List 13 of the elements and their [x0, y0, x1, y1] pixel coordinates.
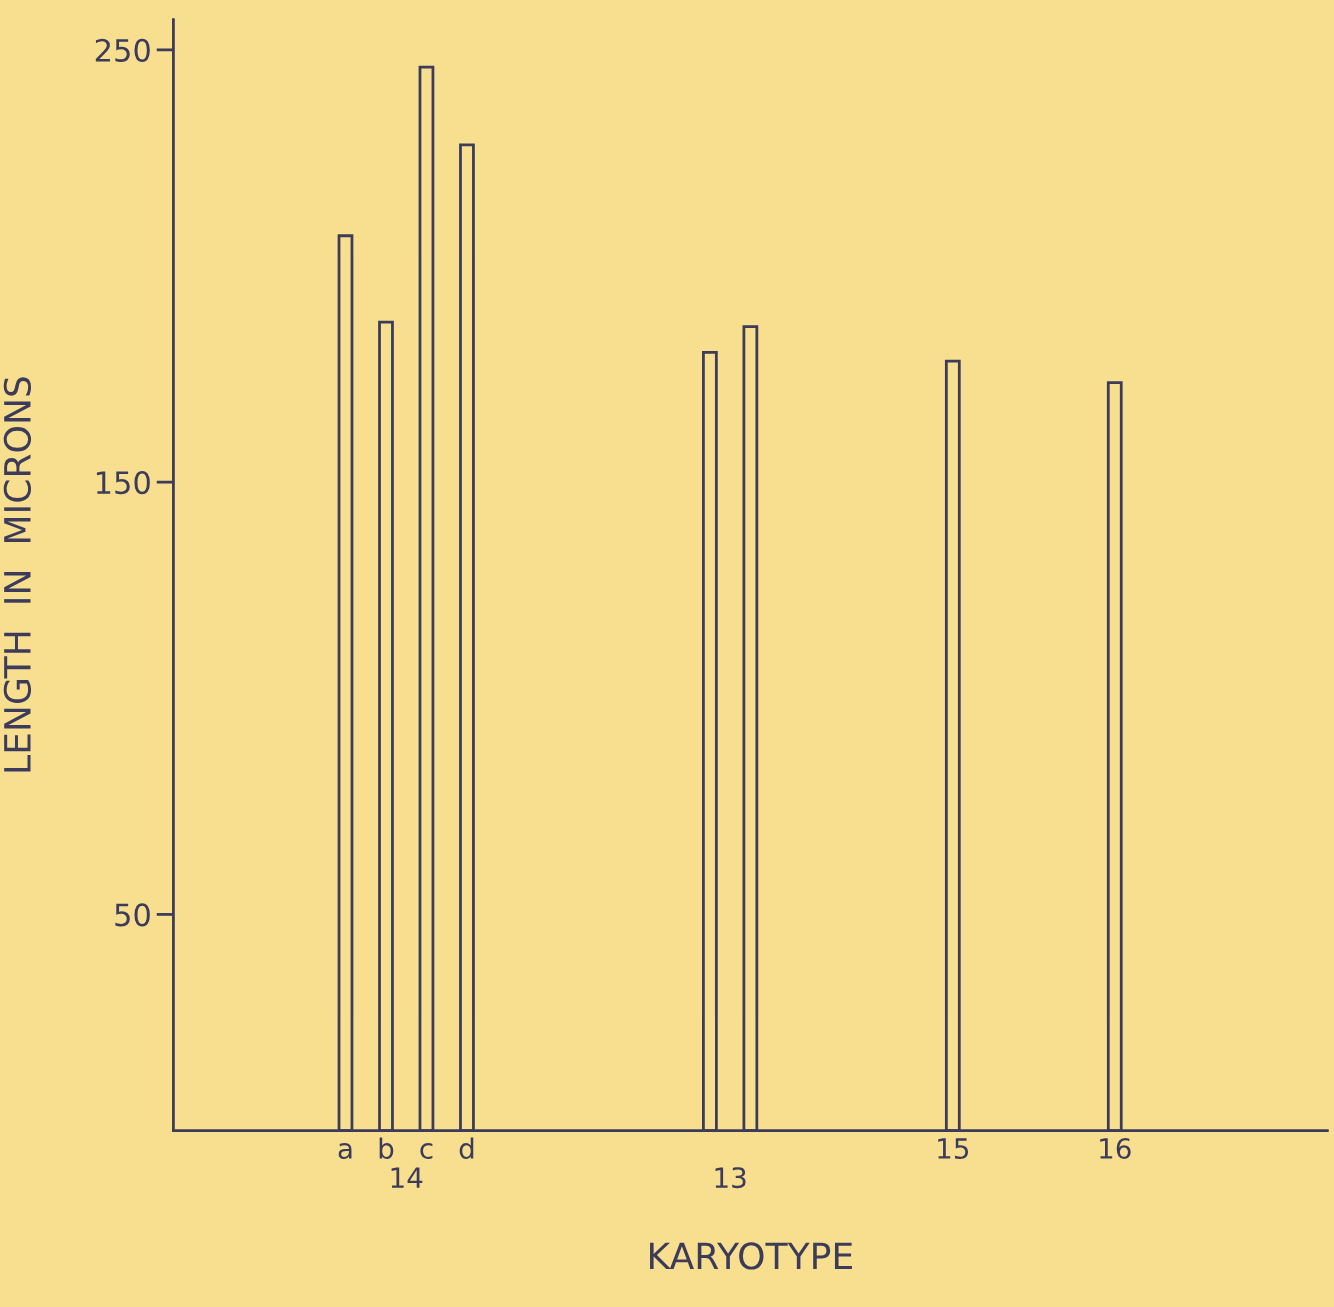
- x-axis-title: KARYOTYPE: [650, 1242, 852, 1270]
- y-tick-label: 50: [115, 903, 150, 927]
- y-tick-label: 250: [95, 38, 150, 62]
- x-tick-label: 15: [938, 1138, 969, 1159]
- x-tick-label: d: [459, 1137, 474, 1159]
- x-tick-label: 14: [391, 1167, 423, 1188]
- x-tick-label: a: [338, 1143, 352, 1159]
- y-tick-label: 150: [96, 471, 150, 495]
- x-tick-label: 13: [715, 1167, 746, 1189]
- x-tick-label: 16: [1100, 1137, 1131, 1159]
- y-axis-title: LENGTH IN MICRONS: [3, 377, 32, 772]
- x-tick-label: c: [420, 1143, 433, 1159]
- x-tick-label: b: [379, 1137, 394, 1159]
